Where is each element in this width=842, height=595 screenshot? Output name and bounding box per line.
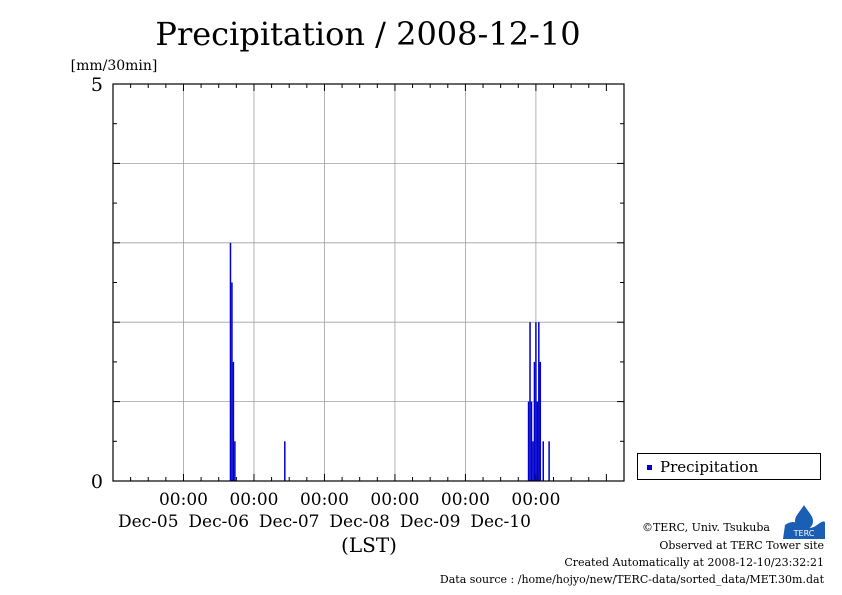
precipitation-bar-5: [527, 401, 530, 481]
plot-frame: [112, 83, 625, 482]
precipitation-bar-10: [535, 322, 537, 481]
x-tick-date-1: Dec-06: [188, 512, 249, 532]
precipitation-bar-12: [538, 322, 540, 481]
x-tick-date-2: Dec-07: [259, 512, 320, 532]
x-tick-date-4: Dec-09: [400, 512, 461, 532]
x-axis-label: (LST): [341, 533, 397, 557]
precipitation-bar-4: [284, 441, 286, 481]
data-source-text: Data source : /home/hojyo/new/TERC-data/…: [439, 573, 824, 586]
x-tick-time-5: 00:00: [511, 490, 560, 510]
x-tick-date-3: Dec-08: [329, 512, 390, 532]
y-tick-label-1: 5: [91, 74, 103, 96]
precipitation-bar-0: [229, 242, 232, 481]
chart-title: Precipitation / 2008-12-10: [155, 15, 580, 53]
precipitation-bar-14: [542, 441, 544, 481]
precipitation-bar-13: [539, 361, 542, 481]
x-tick-time-1: 00:00: [229, 490, 278, 510]
x-tick-time-2: 00:00: [300, 490, 349, 510]
precipitation-bar-15: [548, 441, 550, 481]
x-tick-time-3: 00:00: [370, 490, 419, 510]
grid-lines: [113, 84, 624, 481]
copyright-text: ©TERC, Univ. Tsukuba: [641, 521, 770, 534]
precipitation-bar-9: [533, 361, 536, 481]
precipitation-bar-11: [536, 401, 539, 481]
created-timestamp-text: Created Automatically at 2008-12-10/23:3…: [564, 556, 824, 569]
terc-logo-icon: TERC: [783, 503, 825, 539]
legend-swatch-precipitation: [647, 465, 652, 470]
x-tick-date-0: Dec-05: [118, 512, 179, 532]
x-tick-time-4: 00:00: [441, 490, 490, 510]
precipitation-bar-6: [529, 322, 531, 481]
y-axis-unit-label: [mm/30min]: [71, 58, 158, 74]
x-tick-time-0: 00:00: [159, 490, 208, 510]
precipitation-bar-8: [532, 441, 534, 481]
svg-text:TERC: TERC: [793, 529, 815, 538]
precipitation-bars: [229, 242, 550, 481]
precipitation-bar-7: [530, 401, 533, 481]
precipitation-bar-1: [231, 282, 233, 481]
axis-tick-labels: 0500:00Dec-0500:00Dec-0600:00Dec-0700:00…: [91, 74, 560, 532]
observed-site-text: Observed at TERC Tower site: [659, 539, 824, 552]
legend-label-precipitation: Precipitation: [660, 458, 759, 476]
legend: Precipitation: [637, 453, 821, 480]
precipitation-bar-3: [234, 441, 236, 481]
precipitation-bar-2: [232, 361, 235, 481]
y-tick-label-0: 0: [91, 471, 103, 493]
axis-ticks: [112, 83, 625, 482]
x-tick-date-5: Dec-10: [470, 512, 531, 532]
